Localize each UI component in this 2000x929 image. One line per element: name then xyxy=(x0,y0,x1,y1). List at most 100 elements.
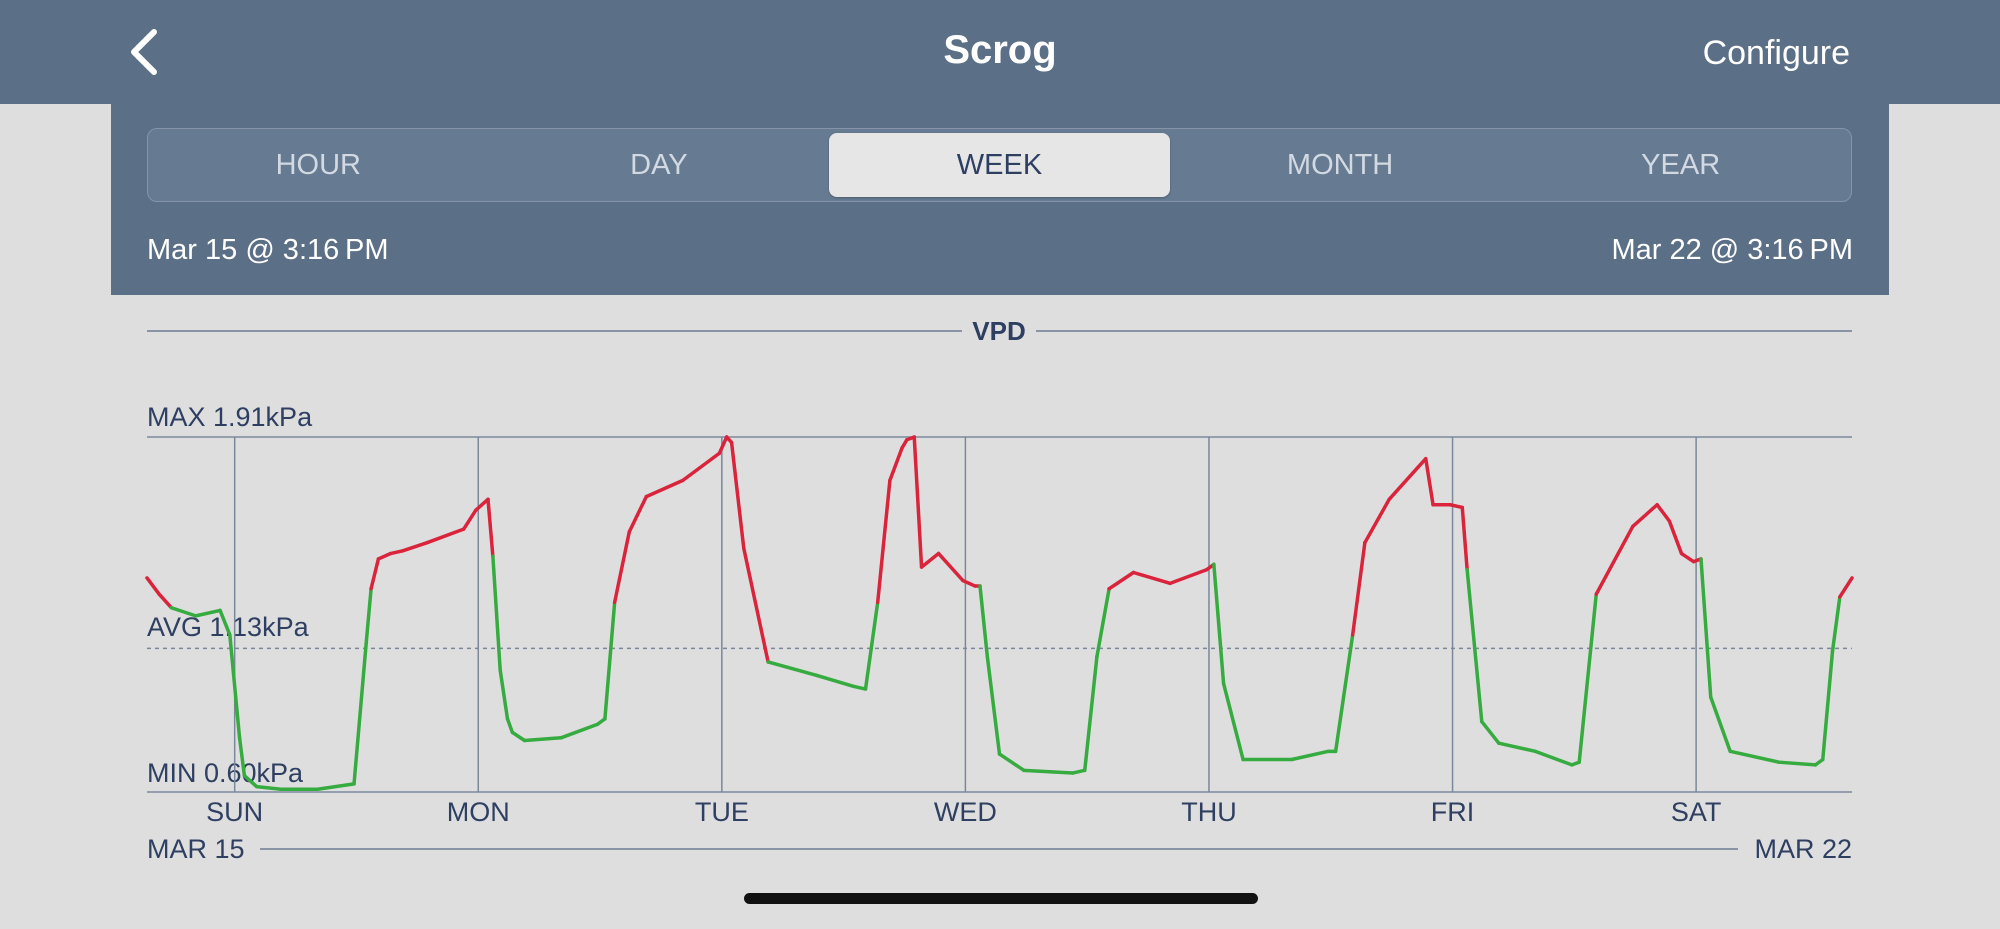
vpd-line-segment xyxy=(1699,557,1713,699)
vpd-line-segment xyxy=(1095,587,1111,659)
tab-day[interactable]: DAY xyxy=(630,148,688,181)
chevron-left-icon[interactable] xyxy=(126,28,166,76)
vpd-line-segment xyxy=(522,736,563,743)
vpd-line-segment xyxy=(644,478,685,499)
vpd-line-segment xyxy=(1083,654,1099,773)
vpd-chart-svg: VPD MAX 1.91kPa AVG 1.13kPa MIN 0.60kPa … xyxy=(145,316,1854,864)
vpd-line-segment xyxy=(603,600,617,721)
vpd-line-segment xyxy=(157,592,174,610)
vpd-line-segment xyxy=(1022,768,1075,775)
vpd-line-segment xyxy=(978,584,990,659)
vpd-line-segment xyxy=(315,782,356,792)
vpd-line-segment xyxy=(1838,576,1854,599)
date-end-label: MAR 22 xyxy=(1754,834,1852,864)
vpd-line-segment xyxy=(1631,502,1659,529)
vpd-line-segment xyxy=(815,673,856,689)
vpd-line-segment xyxy=(888,446,904,483)
vpd-line-segment xyxy=(985,654,1002,756)
vpd-line-segment xyxy=(1655,502,1672,523)
vpd-line-segment xyxy=(1221,681,1245,762)
vpd-line-segment xyxy=(1448,502,1465,510)
vpd-line-segment xyxy=(364,587,373,645)
vpd-line-segment xyxy=(498,668,510,721)
date-start-label: MAR 15 xyxy=(147,834,245,864)
vpd-line-segment xyxy=(729,440,746,550)
vpd-line-segment xyxy=(1333,633,1355,754)
day-label: FRI xyxy=(1431,797,1475,827)
vpd-line-segment xyxy=(401,540,429,553)
vpd-line-segment xyxy=(936,551,965,583)
vpd-line-segment xyxy=(145,576,161,596)
day-label: MON xyxy=(447,797,510,827)
vpd-line-segment xyxy=(875,478,892,605)
vpd-line-segment xyxy=(1480,719,1501,745)
day-labels: SUN MON TUE WED THU FRI SAT xyxy=(206,797,1721,827)
vpd-line-segment xyxy=(766,660,819,678)
vpd-line-segment xyxy=(1577,592,1598,764)
vpd-line-segment xyxy=(218,608,232,637)
vpd-line-segment xyxy=(1497,741,1538,754)
vpd-line-segment xyxy=(1411,456,1428,474)
vpd-line-segment xyxy=(919,551,941,569)
vpd-line-segment xyxy=(1708,695,1732,754)
vpd-line-segment xyxy=(376,551,393,561)
day-label: WED xyxy=(934,797,997,827)
vpd-line-segment xyxy=(1533,749,1574,767)
vpd-line-segment xyxy=(237,736,247,778)
tab-month[interactable]: MONTH xyxy=(1286,148,1394,181)
vpd-line-segment xyxy=(193,608,222,618)
vpd-line-segment xyxy=(169,605,198,618)
vpd-line-segment xyxy=(388,549,405,556)
range-end-label: Mar 22 @ 3:16 PM xyxy=(1611,234,1853,266)
vpd-line-segment xyxy=(1387,470,1416,502)
vpd-line-segment xyxy=(912,435,924,569)
vpd-line-segment xyxy=(1290,749,1331,762)
vpd-line-segment xyxy=(352,641,368,786)
range-segmented-control: HOUR DAY WEEK MONTH YEAR xyxy=(147,128,1852,202)
vpd-line-segment xyxy=(1821,649,1835,762)
vpd-line-segment xyxy=(559,722,600,740)
day-label: THU xyxy=(1181,797,1237,827)
tab-year[interactable]: YEAR xyxy=(1641,148,1721,181)
vpd-line-segment xyxy=(505,717,515,735)
vpd-line-segment xyxy=(742,546,770,664)
vpd-chart: VPD MAX 1.91kPa AVG 1.13kPa MIN 0.60kPa … xyxy=(0,295,2000,924)
range-start-label: Mar 15 @ 3:16 PM xyxy=(147,234,389,266)
tab-week[interactable]: WEEK xyxy=(829,133,1170,197)
configure-button[interactable]: Configure xyxy=(1702,34,1850,72)
vpd-line-segment xyxy=(254,784,283,792)
vpd-line-segment xyxy=(1107,570,1136,591)
vpd-line-segment xyxy=(1350,540,1367,637)
vpd-line-segment xyxy=(474,497,490,512)
day-label: SUN xyxy=(206,797,263,827)
home-indicator xyxy=(744,893,1258,904)
day-label: SAT xyxy=(1671,797,1722,827)
vpd-line-segment xyxy=(425,527,466,545)
vpd-line-segment xyxy=(997,752,1026,773)
vpd-line-segment xyxy=(369,557,381,591)
tab-hour[interactable]: HOUR xyxy=(275,148,361,181)
min-label: MIN 0.60kPa xyxy=(147,758,304,788)
vpd-line-segment xyxy=(612,530,632,605)
vpd-series xyxy=(145,435,1854,792)
vpd-line-segment xyxy=(863,600,880,691)
vpd-line-segment xyxy=(228,633,242,740)
vpd-line-segment xyxy=(1131,570,1172,586)
vpd-line-segment xyxy=(1728,749,1781,764)
max-label: MAX 1.91kPa xyxy=(147,402,313,432)
vpd-line-segment xyxy=(491,554,502,672)
vpd-line-segment xyxy=(627,494,649,534)
vpd-line-segment xyxy=(1212,562,1226,686)
vpd-line-segment xyxy=(510,730,527,743)
vpd-line-segment xyxy=(1363,497,1391,545)
vpd-line-segment xyxy=(1168,568,1209,586)
day-gridlines xyxy=(233,437,1697,792)
day-label: TUE xyxy=(695,797,749,827)
range-panel: HOUR DAY WEEK MONTH YEAR Mar 15 @ 3:16 P… xyxy=(111,104,1889,295)
vpd-line-segment xyxy=(242,773,259,789)
vpd-line-segment xyxy=(1679,551,1696,564)
vpd-line-segment xyxy=(1594,524,1635,596)
vpd-line-segment xyxy=(1460,505,1469,572)
vpd-line-segment xyxy=(1777,760,1818,767)
vpd-line-segment xyxy=(851,684,868,691)
